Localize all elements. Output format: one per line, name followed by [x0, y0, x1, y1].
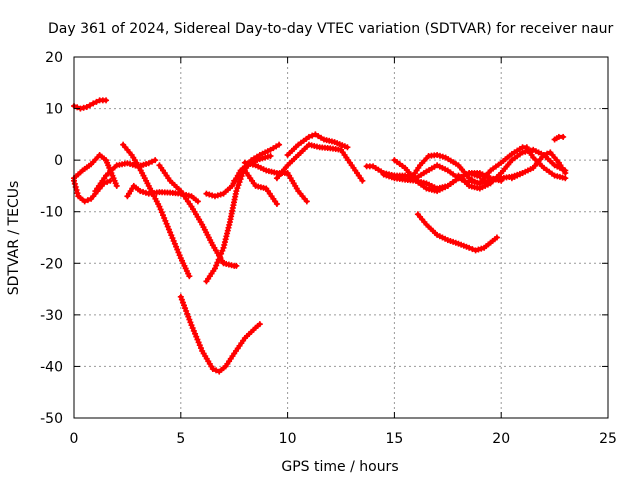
chart-title: Day 361 of 2024, Sidereal Day-to-day VTE…	[48, 21, 614, 37]
y-axis-label: SDTVAR / TECUs	[6, 181, 22, 296]
y-tick-label: -10	[40, 205, 63, 221]
series-s14	[284, 131, 351, 158]
x-tick-label: 15	[385, 431, 403, 447]
series-s7	[156, 162, 240, 269]
series-trace	[415, 212, 499, 253]
y-tick-label: -40	[40, 359, 63, 375]
series-s22	[508, 149, 569, 182]
data-series	[71, 97, 569, 375]
x-tick-label: 20	[492, 431, 510, 447]
plot-frame	[73, 56, 609, 419]
x-tick-label: 10	[279, 431, 297, 447]
series-s13	[273, 141, 366, 184]
series-s1	[71, 97, 110, 112]
y-tick-label: -50	[40, 411, 63, 427]
y-tick-label: -20	[40, 256, 63, 272]
y-tick-label: -30	[40, 308, 63, 324]
series-s3	[71, 151, 120, 189]
y-tick-label: 20	[45, 50, 63, 66]
x-tick-label: 0	[70, 431, 79, 447]
series-s11	[231, 167, 280, 207]
x-tick-label: 5	[176, 431, 185, 447]
x-axis-label: GPS time / hours	[281, 459, 398, 475]
series-s6	[120, 141, 193, 280]
series-s19	[414, 211, 500, 254]
grid	[74, 57, 608, 418]
series-s21	[466, 144, 569, 187]
y-tick-label: 10	[45, 102, 63, 118]
series-s23	[551, 133, 567, 143]
x-tick-label: 25	[599, 431, 617, 447]
series-s2	[71, 177, 114, 205]
axes: 0 5 10 15 20 25 20 10 0 -10 -20 -30 -40 -50	[40, 50, 617, 447]
y-tick-label: 0	[54, 153, 63, 169]
series-s8	[177, 293, 263, 375]
